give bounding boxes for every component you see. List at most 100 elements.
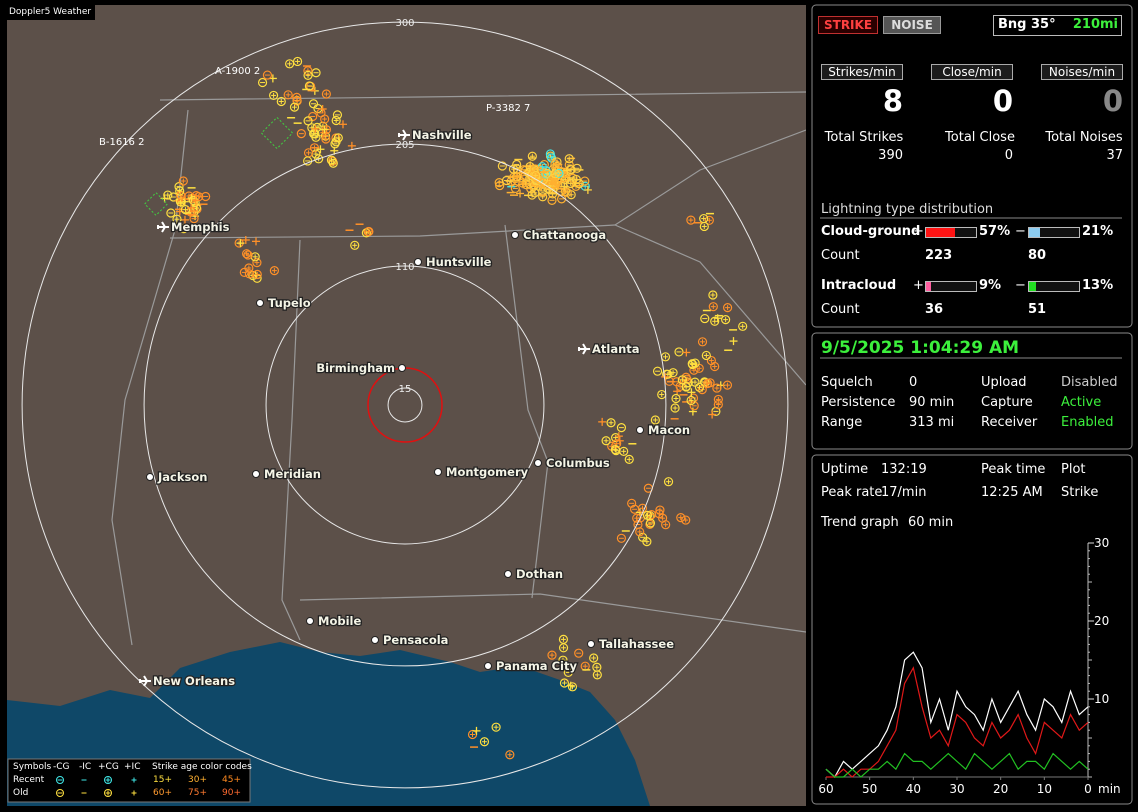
cities: Nashville Memphis Chattanooga Huntsville Tup… bbox=[99, 66, 691, 689]
strike-marker bbox=[276, 96, 286, 107]
city-dot bbox=[434, 468, 442, 476]
setting: Persistence bbox=[821, 395, 896, 410]
strike-marker bbox=[701, 350, 711, 361]
strike-marker bbox=[686, 395, 696, 406]
map: 15 110 205 300 Nashville Memphis Chattanooga H… bbox=[7, 5, 806, 806]
airport-icon bbox=[139, 675, 151, 687]
percent-bar bbox=[1029, 228, 1040, 237]
city-label: Panama City bbox=[496, 659, 577, 673]
percent-bar-box bbox=[925, 281, 977, 292]
strike-marker bbox=[241, 249, 252, 259]
strike-marker bbox=[262, 70, 273, 80]
city-dot bbox=[371, 636, 379, 644]
count-label: Count bbox=[821, 248, 860, 263]
noise-toggle[interactable]: NOISE bbox=[883, 16, 941, 34]
strike-marker bbox=[697, 337, 708, 347]
city-label: Columbus bbox=[546, 456, 610, 470]
strike-marker bbox=[616, 533, 627, 543]
setting: Squelch bbox=[821, 375, 873, 390]
city-label: Atlanta bbox=[592, 342, 640, 356]
percent-bar bbox=[926, 282, 931, 291]
city-label: Meridian bbox=[264, 467, 321, 481]
rate-label: Close/min bbox=[931, 64, 1013, 80]
count-label: Count bbox=[821, 302, 860, 317]
strike-marker bbox=[642, 537, 652, 547]
legend-age-title: Strike age color codes bbox=[152, 762, 252, 772]
strike-marker bbox=[547, 195, 557, 205]
strike-marker bbox=[201, 191, 211, 202]
total-value: 390 bbox=[878, 148, 903, 163]
trend-graph: 10 20 30 60 50 40 30 20 10 0 min bbox=[818, 536, 1120, 796]
city-dot bbox=[484, 662, 492, 670]
range-ring bbox=[21, 21, 789, 789]
stat: Plot bbox=[1061, 462, 1086, 477]
strike-marker bbox=[574, 179, 584, 189]
percent-bar bbox=[926, 228, 955, 237]
strike-marker bbox=[571, 181, 581, 191]
strike-marker bbox=[564, 154, 574, 164]
strike-marker bbox=[671, 393, 681, 404]
strike-marker bbox=[285, 59, 295, 69]
strike-marker bbox=[668, 368, 678, 378]
strike-marker bbox=[518, 178, 528, 188]
sign: + bbox=[913, 278, 924, 293]
trend-line bbox=[825, 752, 1089, 778]
strike-marker bbox=[268, 90, 279, 101]
strike-marker bbox=[479, 737, 490, 747]
strike-marker bbox=[700, 313, 710, 324]
city-label: Jackson bbox=[157, 470, 207, 484]
strike-marker bbox=[252, 269, 262, 279]
bearing-box bbox=[993, 15, 1122, 36]
legend-symbols-title: Symbols bbox=[13, 762, 52, 772]
range-rings: 15 110 205 300 bbox=[21, 18, 789, 789]
airport-icon bbox=[578, 343, 590, 355]
storm-tag: B-1616 2 bbox=[99, 137, 144, 148]
count-value: 51 bbox=[1028, 302, 1047, 317]
count-value: 80 bbox=[1028, 248, 1047, 263]
legend-age: 75+ bbox=[188, 788, 207, 798]
legend-column: -CG bbox=[53, 762, 70, 772]
strike-marker bbox=[172, 214, 182, 224]
trend-line bbox=[825, 651, 1089, 778]
border bbox=[614, 129, 806, 226]
rate-value: 8 bbox=[882, 84, 903, 118]
legend-row: Recent bbox=[13, 775, 45, 785]
strike-marker bbox=[612, 439, 622, 449]
strike-marker bbox=[565, 164, 576, 175]
rate-value: 0 bbox=[1102, 84, 1123, 118]
strike-marker bbox=[710, 316, 720, 326]
strike-marker bbox=[321, 89, 331, 99]
strike-marker bbox=[491, 722, 501, 732]
total-label: Total Strikes bbox=[824, 130, 904, 145]
strike-marker bbox=[289, 102, 300, 112]
strike-marker bbox=[269, 266, 279, 276]
strike-marker bbox=[510, 183, 520, 194]
strike-marker bbox=[308, 99, 319, 109]
strike-toggle[interactable]: STRIKE bbox=[818, 16, 878, 34]
strike-marker bbox=[330, 139, 340, 149]
percent-label: 21% bbox=[1082, 224, 1114, 239]
strike-marker bbox=[633, 519, 643, 530]
city-label: Tupelo bbox=[268, 296, 311, 310]
city-dot bbox=[504, 570, 512, 578]
stat: Peak time bbox=[981, 462, 1046, 477]
strike-marker bbox=[712, 383, 722, 393]
total-label: Total Noises bbox=[1045, 130, 1123, 145]
app-title: Doppler5 Weather bbox=[5, 5, 96, 20]
percent-bar-box bbox=[1028, 227, 1080, 238]
percent-bar bbox=[1029, 282, 1036, 291]
x-tick-label: 30 bbox=[949, 782, 964, 796]
x-tick-label: 40 bbox=[906, 782, 921, 796]
percent-bar-box bbox=[1028, 281, 1080, 292]
strike-marker bbox=[244, 263, 254, 273]
city-label: Birmingham bbox=[316, 361, 395, 375]
distribution-type: Intracloud bbox=[821, 278, 897, 293]
setting: Active bbox=[1061, 395, 1102, 410]
strike-marker bbox=[552, 157, 562, 167]
setting: 0 bbox=[909, 375, 918, 390]
strike-marker bbox=[544, 184, 554, 195]
strike-marker bbox=[616, 423, 627, 433]
city-label: Huntsville bbox=[426, 255, 492, 269]
